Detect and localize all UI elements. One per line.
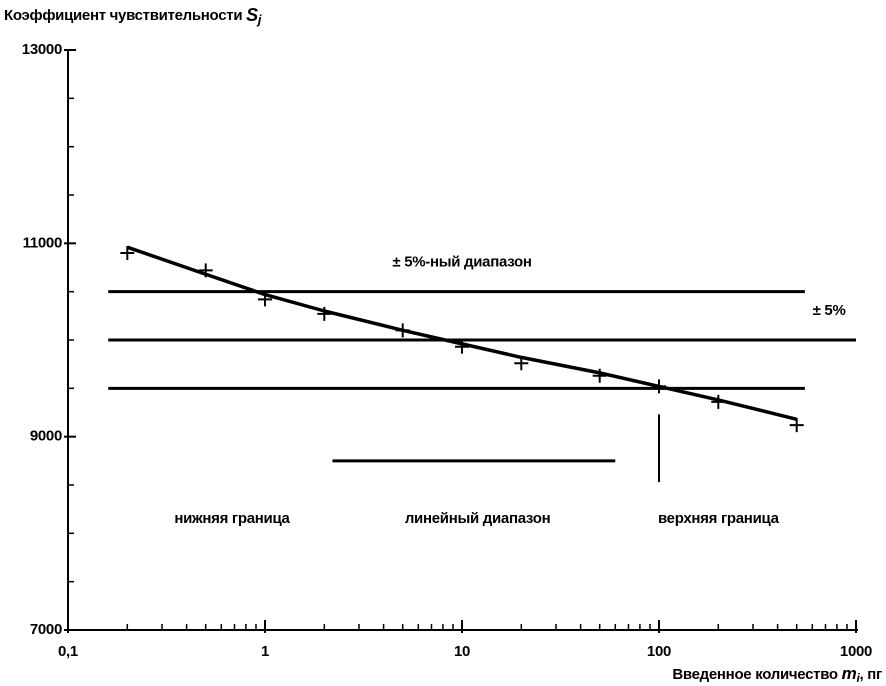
x-label-subscript: i [857,671,861,685]
y-label-subscript: j [256,12,262,27]
x-label-text: Введенное количество [672,666,838,683]
x-tick-label: 1 [261,643,269,660]
annotation: ± 5% [813,302,846,319]
x-tick-label: 100 [647,643,671,660]
x-tick-label: 10 [454,643,470,660]
annotation: верхняя граница [658,510,780,527]
data-point [789,418,804,433]
x-tick-label: 1000 [840,643,872,660]
x-axis-label: Введенное количество mi, пг [672,664,882,685]
fit-curve [126,245,798,421]
x-label-unit: , пг [860,666,882,683]
annotation: линейный диапазон [405,510,551,527]
y-tick-label: 9000 [30,428,62,445]
y-tick-label: 11000 [23,234,62,251]
x-tick-label: 0,1 [58,643,78,660]
y-tick-label: 7000 [30,621,62,638]
annotation: ± 5%-ный диапазон [392,254,531,271]
y-label-text: Коэффициент чувствительности [4,7,242,24]
y-axis-label: Коэффициент чувствительности Sj [4,5,262,28]
y-tick-label: 13000 [22,41,62,58]
annotation: нижняя граница [174,510,290,527]
x-label-symbol: m [842,664,857,683]
y-label-symbol: S [246,5,258,25]
